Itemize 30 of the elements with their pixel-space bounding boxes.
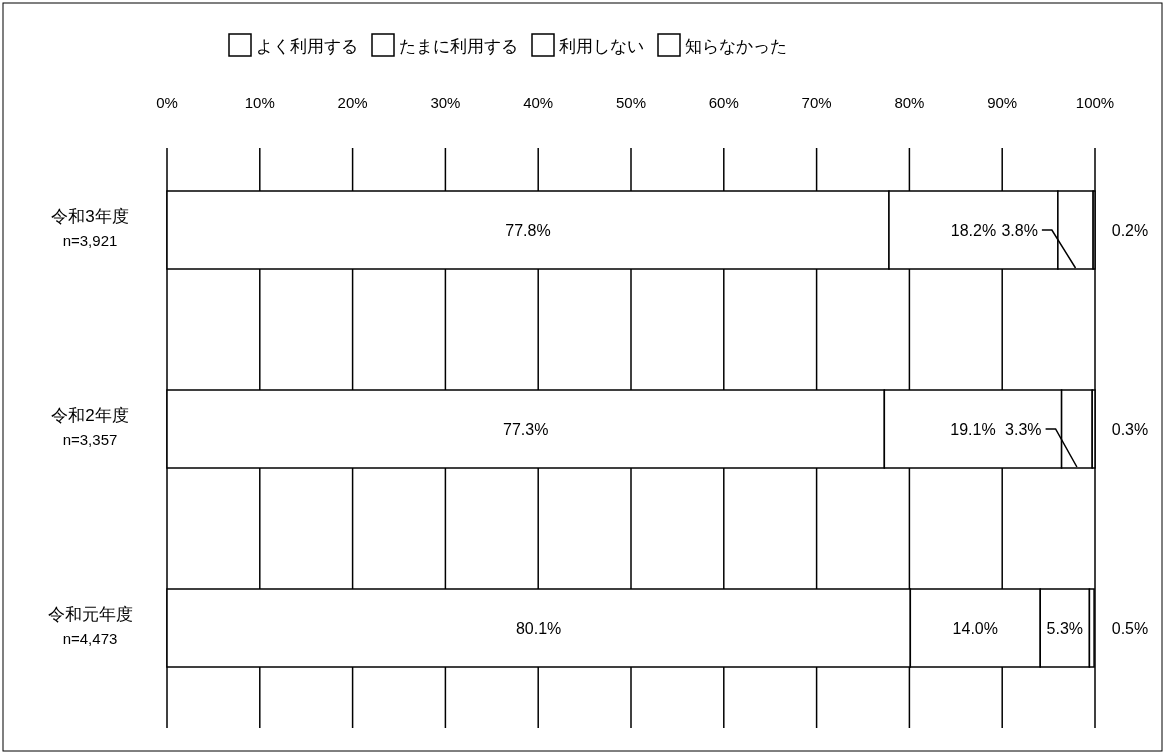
x-tick-label: 100% [1075, 94, 1115, 111]
text: 77.3% [502, 421, 549, 438]
x-tick-label: 40% [523, 94, 554, 111]
legend-label: よく利用する [256, 37, 358, 56]
y-tick-label: 令和元年度 n=4,473 [47, 605, 133, 647]
x-tick-label: 50% [615, 94, 647, 111]
text: 0.5% [1111, 620, 1149, 637]
x-tick-label: 90% [987, 94, 1018, 111]
x-tick-label: 70% [801, 94, 832, 111]
text: 77.8% [505, 222, 551, 239]
legend-label: 利用しない [559, 37, 644, 56]
text: 14.0% [952, 620, 998, 637]
text: 5.3% [1046, 620, 1084, 637]
x-tick-label: 10% [244, 94, 275, 111]
x-tick-label: 20% [337, 94, 368, 111]
text: 80.1% [515, 620, 562, 637]
text: 18.2% [950, 222, 997, 239]
x-tick-label: 60% [708, 94, 739, 111]
x-tick-label: 30% [430, 94, 461, 111]
text: 0.2% [1111, 222, 1149, 239]
x-tick-label: 80% [894, 94, 925, 111]
x-tick-label: 0% [156, 94, 178, 111]
text: 0.3% [1111, 421, 1149, 438]
y-tick-label: 令和3年度 n=3,921 [51, 207, 129, 249]
legend-label: たまに利用する [399, 37, 518, 56]
legend-label: 知らなかった [685, 37, 787, 56]
text: 19.1% [950, 421, 996, 438]
text: 3.8% [1001, 222, 1038, 239]
text: 3.3% [1005, 421, 1042, 438]
y-tick-label: 令和2年度 n=3,357 [51, 406, 129, 448]
